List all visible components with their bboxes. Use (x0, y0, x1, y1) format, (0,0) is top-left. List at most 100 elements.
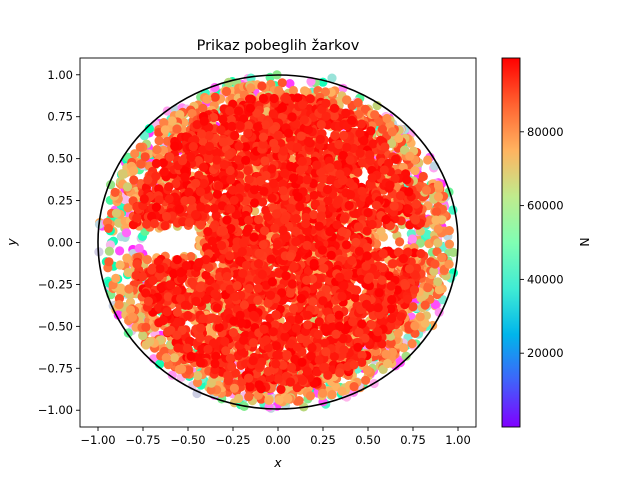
scatter-point-orange (141, 322, 151, 332)
scatter-point-red (334, 310, 344, 320)
scatter-point-orange (382, 113, 392, 124)
scatter-point-red (212, 189, 223, 199)
scatter-point-bg (285, 79, 295, 89)
scatter-point-red (201, 270, 211, 280)
scatter-point-red (341, 240, 352, 250)
scatter-point-red (273, 374, 283, 384)
scatter-point-red (367, 320, 377, 330)
scatter-point-orange (387, 127, 397, 137)
scatter-point-red (176, 294, 186, 304)
scatter-point (327, 73, 337, 83)
scatter-point-red (318, 174, 328, 184)
scatter-point-orange (434, 285, 444, 295)
scatter-point-red (164, 194, 174, 204)
scatter-point-orange (394, 133, 404, 143)
scatter-point-orange (433, 192, 444, 202)
scatter-point-red (393, 247, 404, 257)
scatter-point-orange (432, 207, 442, 217)
scatter-point-red (378, 263, 388, 273)
scatter-point-orange (444, 226, 454, 236)
scatter-point-red (292, 383, 302, 393)
scatter-point-red (320, 323, 330, 333)
scatter-point-orange (277, 78, 287, 88)
scatter-point-bg (395, 358, 405, 368)
scatter-point-orange (167, 116, 177, 126)
scatter-point-orange (264, 395, 274, 405)
scatter-point-red (320, 338, 330, 348)
scatter-point-bg (415, 238, 425, 248)
scatter-point-orange (142, 255, 152, 265)
scatter-point-orange (136, 159, 146, 169)
scatter-point-red (270, 320, 280, 330)
scatter-point-orange (437, 252, 447, 263)
scatter-point-red (156, 282, 166, 292)
scatter-point-orange (444, 239, 455, 249)
scatter-point (192, 388, 202, 399)
scatter-point-red (198, 145, 208, 155)
scatter-point-orange (288, 85, 298, 96)
scatter-point-orange (110, 187, 120, 197)
scatter-point-red (238, 114, 249, 124)
scatter-point-red (184, 217, 194, 228)
scatter-point-red (314, 317, 324, 327)
scatter-point-red (132, 259, 142, 269)
scatter-point-orange (152, 145, 162, 155)
scatter-point-red (162, 307, 172, 317)
scatter-point-red (276, 384, 286, 394)
scatter-point-bg (120, 195, 130, 205)
scatter-point-orange (125, 305, 136, 315)
scatter-point-red (195, 283, 205, 293)
scatter-point-orange (360, 104, 370, 114)
scatter-point-orange (430, 259, 440, 269)
scatter-point-red (285, 288, 295, 298)
scatter-point-red (234, 106, 244, 116)
scatter-point-orange (123, 203, 133, 213)
scatter-point-bg (423, 155, 433, 165)
scatter-point-orange (387, 138, 397, 149)
scatter-point-orange (115, 260, 125, 270)
scatter-point-orange (257, 81, 267, 91)
scatter-point-orange (400, 145, 410, 155)
scatter-point-orange (386, 338, 396, 348)
scatter-point-red (243, 166, 253, 176)
scatter-point-red (350, 285, 360, 295)
scatter-point-red (211, 351, 221, 361)
scatter-point-red (308, 297, 318, 307)
scatter-point-orange (169, 353, 179, 363)
scatter-point-orange (130, 149, 140, 159)
scatter-point-red (278, 179, 288, 189)
scatter-point-red (287, 362, 297, 373)
scatter-point-orange (433, 238, 443, 248)
scatter-point-bg (134, 243, 144, 253)
scatter-point-orange (382, 358, 393, 369)
scatter-point-red (386, 304, 396, 314)
scatter-point-orange (234, 393, 244, 404)
scatter-point-orange (206, 385, 216, 395)
scatter-point-orange (193, 371, 203, 381)
scatter-point-orange (300, 86, 310, 96)
scatter-point-orange (154, 136, 164, 146)
scatter-point-orange (103, 223, 114, 233)
scatter-point-orange (408, 302, 418, 312)
scatter-point-bg (121, 228, 132, 238)
scatter-point-orange (420, 318, 430, 328)
scatter-point-orange (405, 151, 415, 161)
scatter-point-orange (294, 396, 304, 406)
scatter-point-orange (418, 171, 428, 182)
scatter-point-red (402, 175, 412, 185)
scatter-point-red (230, 292, 240, 302)
scatter-point-red (313, 329, 323, 340)
scatter-point-orange (337, 386, 347, 396)
scatter-point-red (278, 225, 288, 235)
scatter-point-red (211, 133, 221, 143)
scatter-point-red (350, 293, 360, 303)
scatter-point-red (353, 167, 363, 177)
scatter-point-red (281, 233, 291, 243)
scatter-point-red (242, 227, 252, 237)
scatter-point-red (368, 139, 378, 149)
scatter-point-orange (138, 331, 148, 341)
scatter-point-red (296, 294, 306, 304)
scatter-point-red (291, 119, 301, 129)
scatter-point-orange (184, 365, 194, 375)
